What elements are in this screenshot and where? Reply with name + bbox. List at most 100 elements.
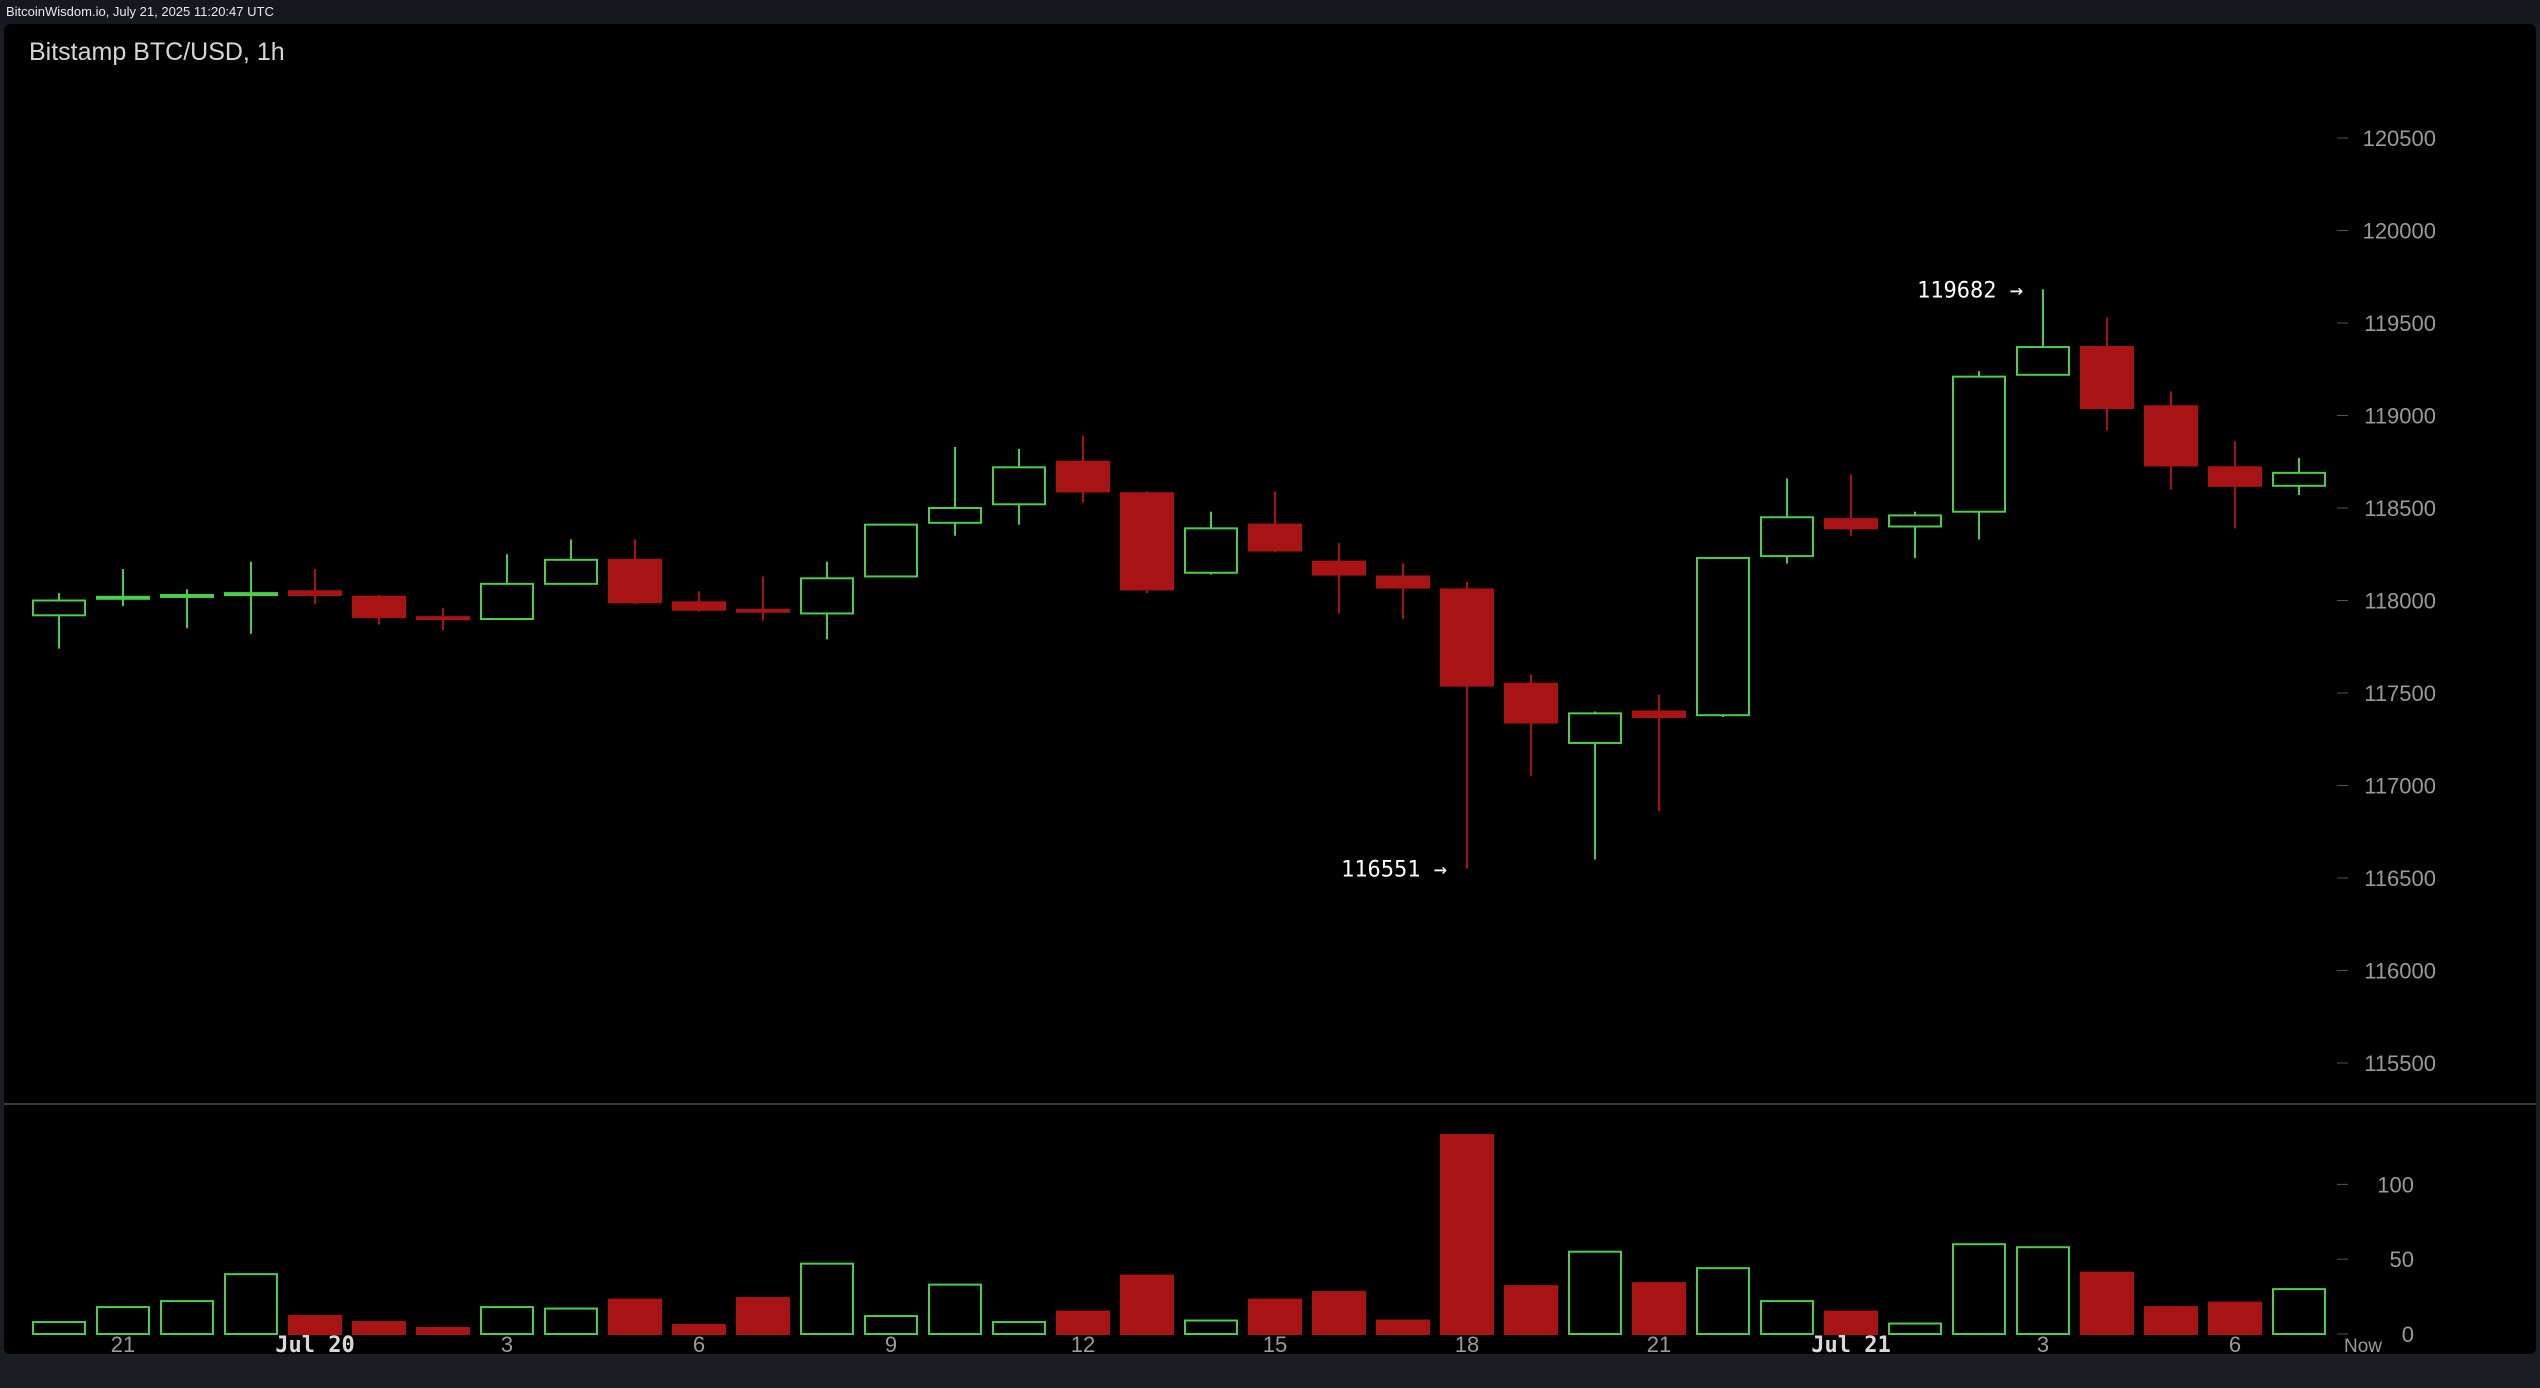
volume-bar: [1696, 1267, 1750, 1336]
volume-bar: [480, 1306, 534, 1335]
candle: [864, 523, 918, 578]
volume-bar: [544, 1307, 598, 1335]
candle-body: [608, 558, 662, 604]
price-annotation: 119682 →: [1917, 278, 2023, 303]
time-axis-label: 21: [1647, 1332, 1671, 1354]
price-tick-label: 119000: [2364, 404, 2436, 429]
candle: [1696, 556, 1750, 718]
volume-bar: [160, 1300, 214, 1336]
candle: [1312, 543, 1366, 614]
volume-bar: [1440, 1133, 1494, 1335]
volume-axis: 0 50 100: [2337, 1172, 2414, 1347]
volume-bar: [1760, 1300, 1814, 1336]
volume-bar: [736, 1297, 790, 1336]
price-tick-label: 116000: [2364, 959, 2436, 984]
candle-body: [928, 507, 982, 524]
volume-tick-label: 100: [2377, 1172, 2414, 1197]
candle-body: [1632, 710, 1686, 719]
time-axis-label: Now: [2344, 1336, 2382, 1354]
candle: [352, 594, 406, 625]
volume-bar: [2080, 1271, 2134, 1336]
price-annotation: 116551 →: [1341, 858, 1447, 883]
candle: [1760, 478, 1814, 564]
candle: [544, 539, 598, 585]
candle: [1888, 511, 1942, 558]
candle: [800, 561, 854, 640]
candle-body: [2080, 346, 2134, 410]
volume-bar: [288, 1315, 342, 1336]
price-tick-label: 120000: [2363, 219, 2436, 244]
candle-body: [736, 608, 790, 613]
volume-bar: [672, 1324, 726, 1335]
volume-bar: [2208, 1301, 2262, 1336]
volume-bar: [2144, 1306, 2198, 1335]
volume-bar: [1888, 1322, 1942, 1335]
volume-bar: [864, 1315, 918, 1336]
candle: [1120, 491, 1174, 594]
volume-bar: [800, 1262, 854, 1335]
volume-bar: [608, 1298, 662, 1336]
candle: [160, 589, 214, 629]
candle: [928, 446, 982, 536]
volume-bar: [1248, 1298, 1302, 1336]
header-bar: BitcoinWisdom.io, July 21, 2025 11:20:47…: [0, 0, 2540, 24]
price-tick-label: 119500: [2364, 311, 2436, 336]
time-axis-label: 9: [885, 1332, 897, 1354]
candle-body: [1952, 375, 2006, 513]
candle: [2016, 289, 2070, 376]
price-tick-label: 115500: [2364, 1051, 2436, 1076]
candle-body: [992, 466, 1046, 506]
candle-body: [1120, 492, 1174, 591]
chart-title: Bitstamp BTC/USD, 1h: [29, 38, 285, 66]
candle-body: [1312, 560, 1366, 576]
candle: [608, 539, 662, 605]
volume-bar: [928, 1283, 982, 1336]
candle-body: [1760, 516, 1814, 558]
candle: [672, 591, 726, 612]
candle: [992, 448, 1046, 525]
volume-tick-label: 0: [2402, 1322, 2414, 1347]
source-label: BitcoinWisdom.io, July 21, 2025 11:20:47…: [6, 4, 274, 19]
candle: [1632, 694, 1686, 812]
price-tick-label: 118000: [2364, 589, 2436, 614]
candle: [288, 569, 342, 605]
candlestick-chart[interactable]: 115500 116000 116500 117000 117500 118000 1185…: [4, 24, 2536, 1354]
candle: [1056, 435, 1110, 503]
candle: [32, 593, 86, 649]
volume-bar: [992, 1321, 1046, 1335]
volume-bar: [1120, 1274, 1174, 1335]
candle-body: [2016, 346, 2070, 376]
time-axis-label: 6: [2229, 1332, 2241, 1354]
candle-body: [864, 523, 918, 578]
volume-bar: [1312, 1291, 1366, 1335]
volume-bar: [1376, 1319, 1430, 1335]
time-axis-label: 21: [111, 1332, 135, 1354]
candle: [736, 576, 790, 621]
price-tick-label: 120500: [2363, 126, 2436, 151]
candle: [2144, 391, 2198, 490]
candle-body: [544, 558, 598, 585]
time-axis-label: 15: [1263, 1332, 1287, 1354]
candle: [1376, 563, 1430, 619]
candle-body: [1888, 514, 1942, 528]
candle-body: [1248, 523, 1302, 552]
time-axis: 21 Jul 20 3 6 9 12 15 18 21 Jul 21 3 6 Now: [111, 1332, 2383, 1354]
candle: [1952, 371, 2006, 540]
candle-body: [416, 616, 470, 621]
candle-body: [2144, 405, 2198, 467]
candle-body: [480, 582, 534, 620]
volume-bar: [32, 1321, 86, 1335]
volume-bar: [416, 1327, 470, 1336]
candle: [1184, 511, 1238, 575]
time-axis-label: Jul 20: [275, 1333, 354, 1354]
volume-bar: [1056, 1310, 1110, 1335]
candle-body: [160, 593, 214, 598]
candle: [1568, 711, 1622, 860]
volume-bar: [1184, 1319, 1238, 1335]
time-axis-label: 18: [1455, 1332, 1479, 1354]
candle: [96, 569, 150, 607]
candle-body: [224, 592, 278, 597]
candle: [2272, 458, 2326, 496]
candle: [2080, 317, 2134, 431]
chart-panel[interactable]: 115500 116000 116500 117000 117500 118000 1185…: [4, 24, 2536, 1354]
